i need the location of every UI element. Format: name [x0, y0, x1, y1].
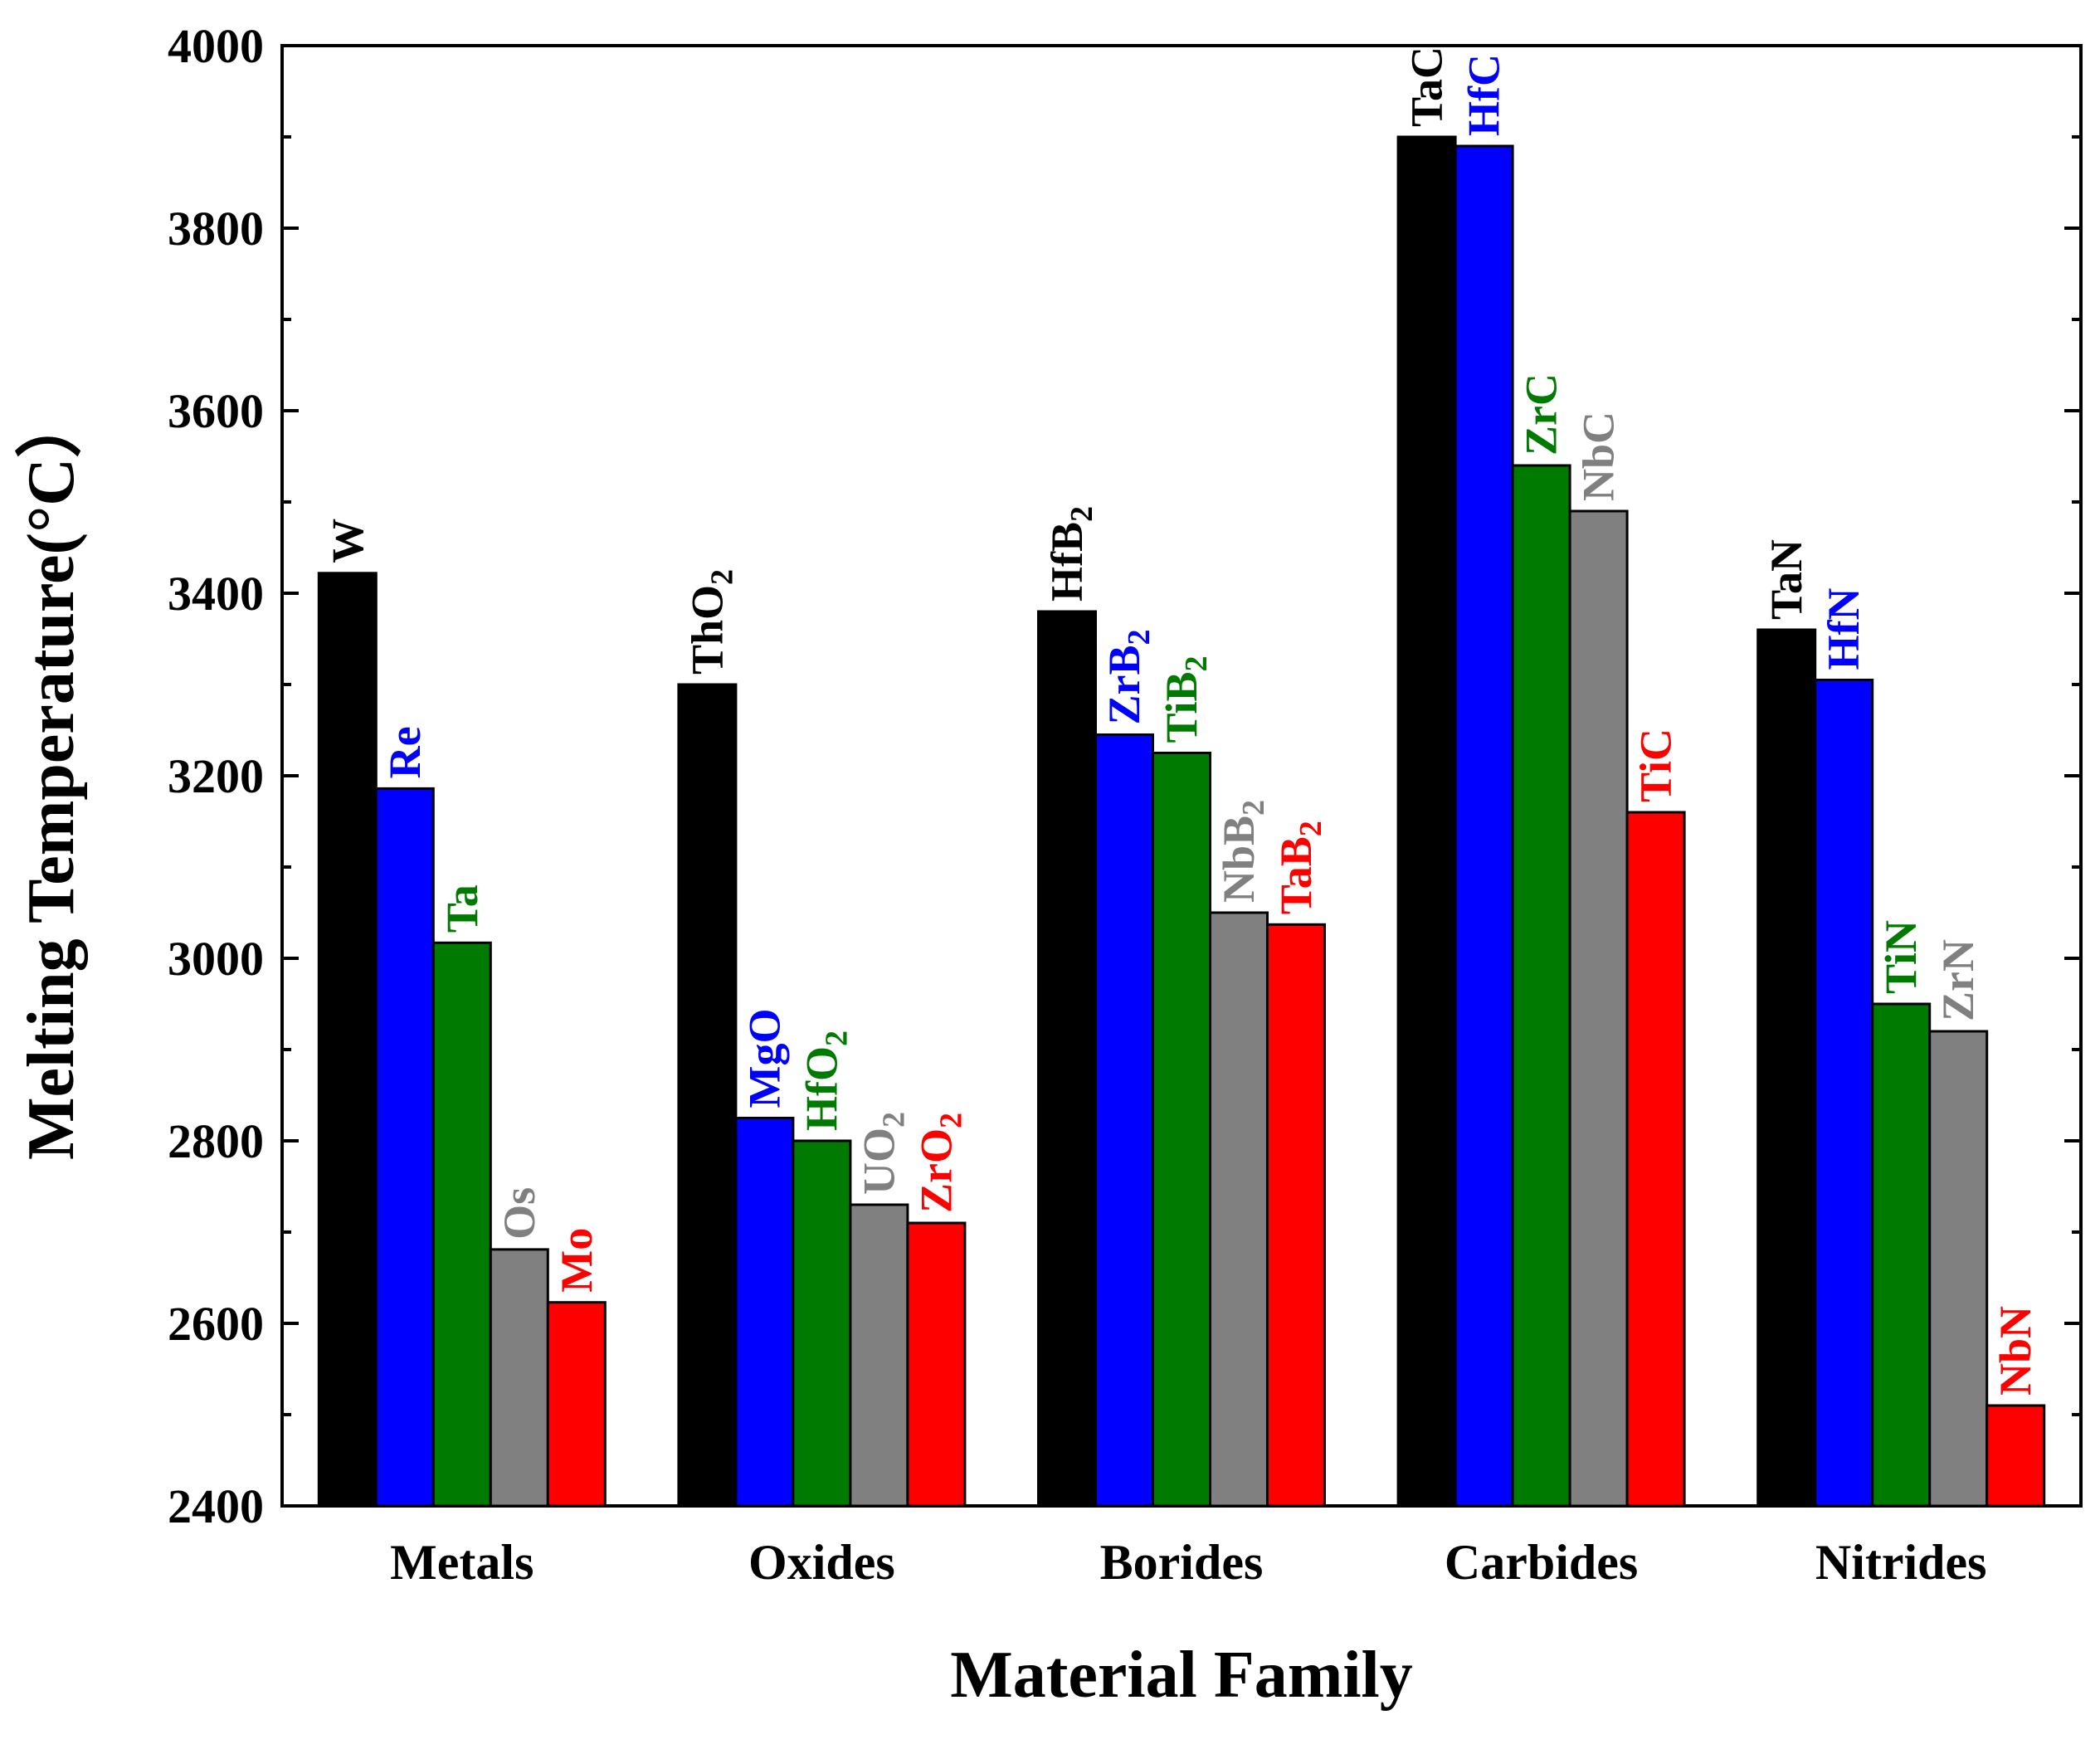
- y-tick-label: 3800: [168, 202, 264, 256]
- bar-hfb2: [1037, 610, 1097, 1508]
- bar-hfo2: [792, 1139, 852, 1508]
- bar-tan: [1756, 628, 1817, 1508]
- bar-ta: [431, 941, 492, 1508]
- y-tick-label: 2400: [168, 1479, 264, 1533]
- bar-label-hfo2: HfO2: [797, 1030, 854, 1131]
- bar-zrb2: [1094, 733, 1154, 1508]
- bar-label-hfn: HfN: [1819, 588, 1869, 670]
- bar-label-uo2: UO2: [854, 1112, 911, 1195]
- bar-label-tab2: TaB2: [1271, 821, 1328, 914]
- bar-marks: [317, 135, 2046, 1508]
- bar-zro2: [906, 1221, 967, 1508]
- x-category-label: Oxides: [748, 1535, 895, 1590]
- bar-zrc: [1511, 464, 1571, 1508]
- x-axis-category-labels: Metals Oxides Borides Carbides Nitrides: [390, 1535, 1986, 1590]
- bar-label-zrn: ZrN: [1933, 939, 1983, 1021]
- bar-nbn: [1985, 1404, 2046, 1508]
- x-category-label: Carbides: [1445, 1535, 1638, 1590]
- bar-label-nbb2: NbB2: [1214, 800, 1271, 903]
- bar-label-nbc: NbC: [1574, 412, 1624, 501]
- bar-label-hfc: HfC: [1459, 54, 1509, 136]
- bar-re: [374, 787, 435, 1508]
- bar-w: [317, 572, 378, 1508]
- bar-label-hfb2: HfB2: [1042, 506, 1099, 602]
- bar-label-ta: Ta: [437, 884, 487, 933]
- bar-label-zrb2: ZrB2: [1099, 629, 1157, 724]
- bar-mo: [546, 1301, 607, 1508]
- bar-label-zrc: ZrC: [1517, 373, 1566, 456]
- y-tick-label: 2600: [168, 1297, 264, 1351]
- bar-label-os: Os: [495, 1187, 544, 1240]
- bar-label-tin: TiN: [1876, 920, 1926, 994]
- bar-label-w: W: [323, 519, 373, 563]
- y-tick-label: 2800: [168, 1114, 264, 1168]
- y-tick-label: 3000: [168, 932, 264, 986]
- x-category-label: Metals: [390, 1535, 534, 1590]
- bar-label-tan: TaN: [1761, 539, 1811, 620]
- y-tick-label: 3600: [168, 384, 264, 438]
- bar-label-mgo: MgO: [739, 1009, 789, 1108]
- bar-tab2: [1266, 923, 1326, 1508]
- bar-hfn: [1814, 679, 1874, 1508]
- bar-label-tho2: ThO2: [682, 569, 739, 675]
- bar-tin: [1871, 1002, 1932, 1508]
- x-category-label: Nitrides: [1815, 1535, 1987, 1590]
- y-axis-title: Melting Temperature(°C）: [15, 392, 88, 1160]
- y-axis-ticks: 2400 2600 2800 3000 3200 3400 3600 3800 4000: [168, 19, 2081, 1533]
- y-tick-label: 3200: [168, 749, 264, 803]
- x-category-label: Borides: [1100, 1535, 1264, 1590]
- bar-label-mo: Mo: [552, 1228, 602, 1293]
- bar-mgo: [734, 1117, 795, 1508]
- x-axis-title: Material Family: [950, 1639, 1413, 1712]
- bar-nbb2: [1209, 911, 1269, 1508]
- bar-label-nbn: NbN: [1990, 1306, 2040, 1396]
- bar-hfc: [1454, 144, 1514, 1508]
- bar-tib2: [1152, 752, 1211, 1508]
- bar-label-tic: TiC: [1631, 728, 1681, 802]
- bar-tho2: [677, 683, 738, 1508]
- bar-label-zro2: ZrO2: [911, 1113, 968, 1213]
- bar-tic: [1625, 811, 1686, 1508]
- y-tick-label: 3400: [168, 567, 264, 621]
- bar-label-tib2: TiB2: [1157, 655, 1214, 743]
- bar-label-tac: TaC: [1402, 46, 1452, 127]
- bar-label-re: Re: [380, 726, 430, 778]
- y-tick-label: 4000: [168, 19, 264, 73]
- bar-tac: [1396, 135, 1457, 1508]
- bar-uo2: [849, 1203, 909, 1508]
- bar-zrn: [1928, 1030, 1989, 1508]
- bar-nbc: [1568, 509, 1629, 1508]
- bar-os: [489, 1248, 549, 1508]
